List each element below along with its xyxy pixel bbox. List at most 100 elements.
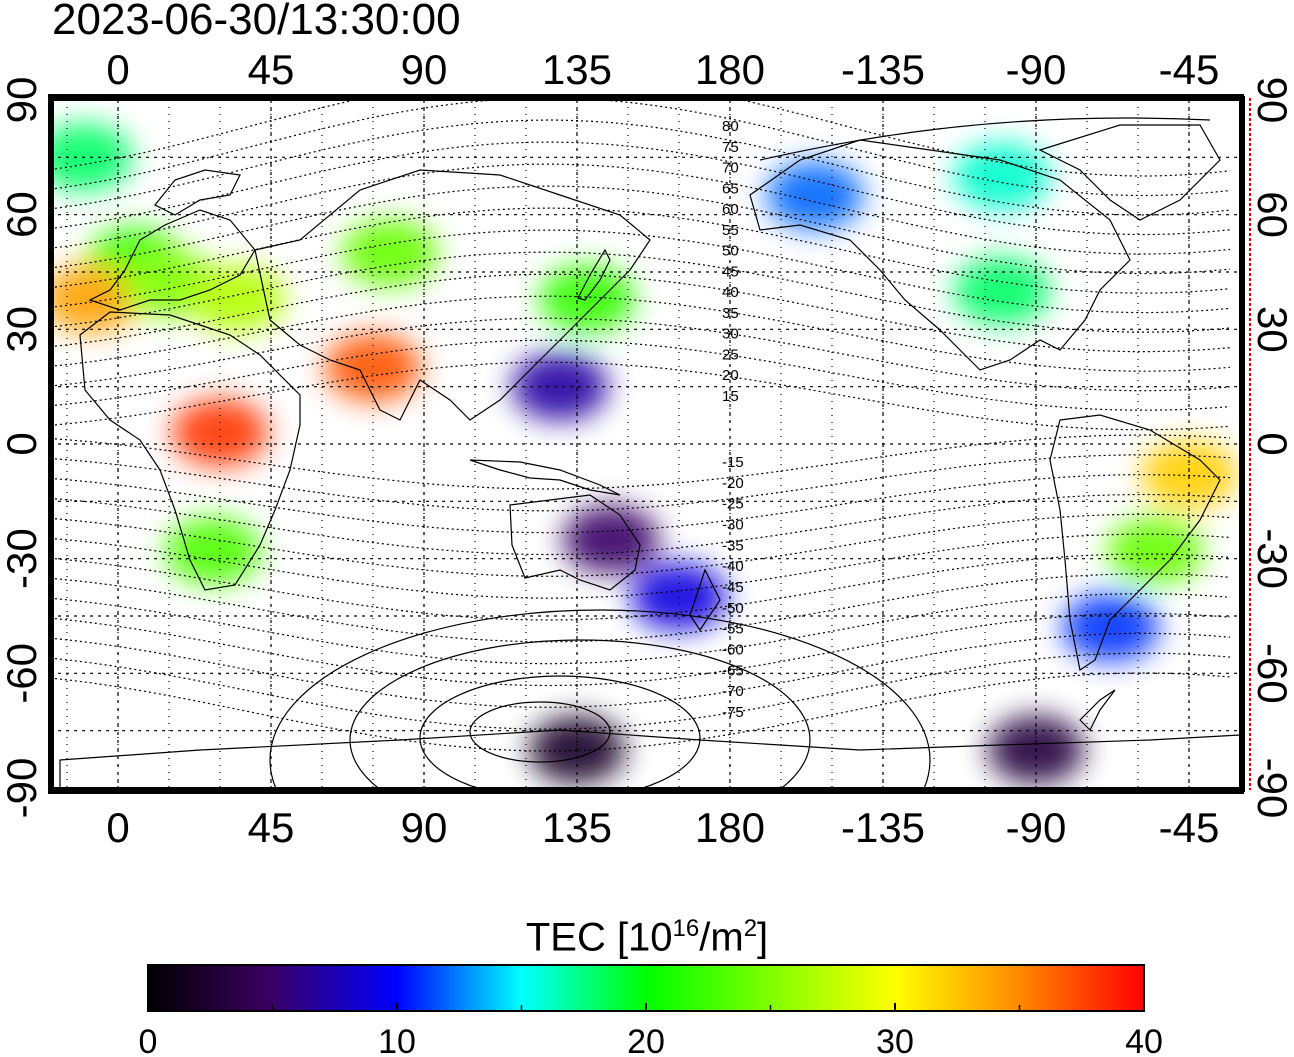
- maglat-label: 50: [722, 243, 739, 260]
- maglat-label: -20: [722, 475, 744, 492]
- maglat-label: 20: [722, 367, 739, 384]
- maglat-contour--25: [50, 474, 1231, 534]
- maglat-label: -75: [722, 704, 744, 721]
- colorbar-tick-label: 30: [876, 1023, 914, 1057]
- bottom-lon-tick: 90: [401, 804, 448, 851]
- maglat-label: -35: [722, 537, 744, 554]
- magnetic-pole-ring-3: [269, 609, 931, 788]
- magnetic-latitude-labels: 80 75 70 65 60 55 50 45 40 35 30 25 20 15 -15 -20 -25 -30…: [722, 118, 744, 721]
- maglat-contour-65: [50, 141, 1231, 236]
- maglat-contour--60: [50, 612, 1231, 687]
- bottom-lon-tick: -90: [1006, 804, 1067, 851]
- top-lon-tick: 135: [542, 46, 612, 93]
- maglat-label: 15: [722, 388, 739, 405]
- tec-region-17: [1107, 517, 1203, 586]
- tec-region-11: [563, 505, 659, 574]
- right-lat-tick: 60: [1249, 191, 1294, 238]
- maglat-contour--55: [50, 593, 1231, 665]
- maglat-label: -55: [722, 621, 744, 638]
- right-lat-tick: 30: [1249, 306, 1294, 353]
- bottom-lon-tick: -135: [841, 804, 925, 851]
- maglat-label: 60: [722, 201, 739, 218]
- top-lon-tick: -135: [841, 46, 925, 93]
- colorbar-tick-label: 10: [378, 1023, 416, 1057]
- tec-region-15: [767, 161, 863, 230]
- bottom-edge-bar: [48, 788, 1244, 794]
- magnetic-pole-ring-2: [349, 639, 811, 788]
- bottom-lon-tick: 45: [248, 804, 295, 851]
- tec-region-18: [1062, 593, 1159, 662]
- left-lat-tick: 30: [0, 306, 45, 353]
- maglat-label: 75: [722, 139, 739, 156]
- maglat-label: 30: [722, 326, 739, 343]
- maglat-label: 35: [722, 305, 739, 322]
- maglat-label: -45: [722, 579, 744, 596]
- maglat-label: 80: [722, 118, 739, 135]
- tec-region-14: [954, 142, 1050, 211]
- tec-region-12: [165, 517, 262, 586]
- maglat-label: -15: [722, 454, 744, 471]
- maglat-contour-20: [50, 339, 1231, 411]
- right-lat-tick: -30: [1249, 528, 1294, 589]
- maglat-contour-30: [50, 295, 1231, 372]
- maglat-label: -50: [722, 600, 744, 617]
- maglat-contour--70: [50, 652, 1231, 730]
- maglat-contour-60: [50, 163, 1231, 255]
- left-lat-tick: 0: [0, 432, 45, 455]
- tec-region-4: [189, 264, 285, 333]
- bottom-lon-tick: 0: [106, 804, 129, 851]
- maglat-contour--30: [50, 493, 1231, 556]
- maglat-contour-25: [50, 317, 1231, 392]
- left-lat-tick: -60: [0, 643, 45, 704]
- magnetic-pole-ring-1: [419, 675, 701, 788]
- timestamp-title: 2023-06-30/13:30:00: [52, 0, 461, 44]
- left-lat-tick: 90: [0, 77, 45, 124]
- tec-map: 80 75 70 65 60 55 50 45 40 35 30 25 20 15 -15 -20 -25 -30…: [0, 46, 1294, 851]
- tec-region-5: [172, 398, 268, 467]
- tec-region-9: [512, 352, 608, 421]
- right-edge-bar: [1239, 96, 1245, 792]
- tec-region-13: [954, 257, 1050, 326]
- maglat-label: -30: [722, 517, 744, 534]
- top-lon-tick: -45: [1159, 46, 1220, 93]
- maglat-contour-80: [50, 100, 1231, 177]
- colorbar-tick-label: 0: [139, 1023, 158, 1057]
- colorbar-tick-label: 40: [1125, 1023, 1163, 1057]
- top-lon-tick: 45: [248, 46, 295, 93]
- right-lat-tick: 0: [1249, 432, 1294, 455]
- maglat-contour-75: [50, 100, 1231, 197]
- maglat-contour-55: [50, 185, 1231, 275]
- maglat-label: -25: [722, 496, 744, 513]
- left-lat-tick: 60: [0, 191, 45, 238]
- maglat-contour--35: [50, 513, 1231, 577]
- magnetic-latitude-contours: [50, 100, 1231, 788]
- maglat-contour--75: [50, 672, 1231, 752]
- tec-region-8: [539, 264, 636, 333]
- colorbar-tick-label: 20: [627, 1023, 665, 1057]
- maglat-label: -65: [722, 662, 744, 679]
- maglat-contour-35: [50, 273, 1231, 353]
- maglat-contour-50: [50, 207, 1231, 294]
- top-lon-tick: -90: [1006, 46, 1067, 93]
- maglat-label: -60: [722, 642, 744, 659]
- bottom-lon-tick: -45: [1159, 804, 1220, 851]
- colorbar-title: TEC [1016/m2]: [525, 915, 769, 960]
- right-lat-tick: 90: [1249, 77, 1294, 124]
- left-lat-tick: -30: [0, 528, 45, 589]
- top-lon-tick: 180: [695, 46, 765, 93]
- left-lat-tick: -90: [0, 758, 45, 819]
- maglat-contour-40: [50, 251, 1231, 333]
- tec-region-6: [325, 333, 421, 402]
- magnetic-north-arc: [759, 117, 1211, 161]
- maglat-label: 40: [722, 284, 739, 301]
- left-edge-bar: [48, 96, 54, 792]
- maglat-label: 65: [722, 180, 739, 197]
- maglat-label: 70: [722, 160, 739, 177]
- maglat-label: 45: [722, 263, 739, 280]
- maglat-label: -40: [722, 558, 744, 575]
- colorbar-ticks: 0 10 20 30 40: [139, 1003, 1163, 1057]
- maglat-contour--40: [50, 533, 1231, 599]
- bottom-lon-tick: 135: [542, 804, 612, 851]
- maglat-contour--65: [50, 632, 1231, 708]
- maglat-contour-45: [50, 229, 1231, 314]
